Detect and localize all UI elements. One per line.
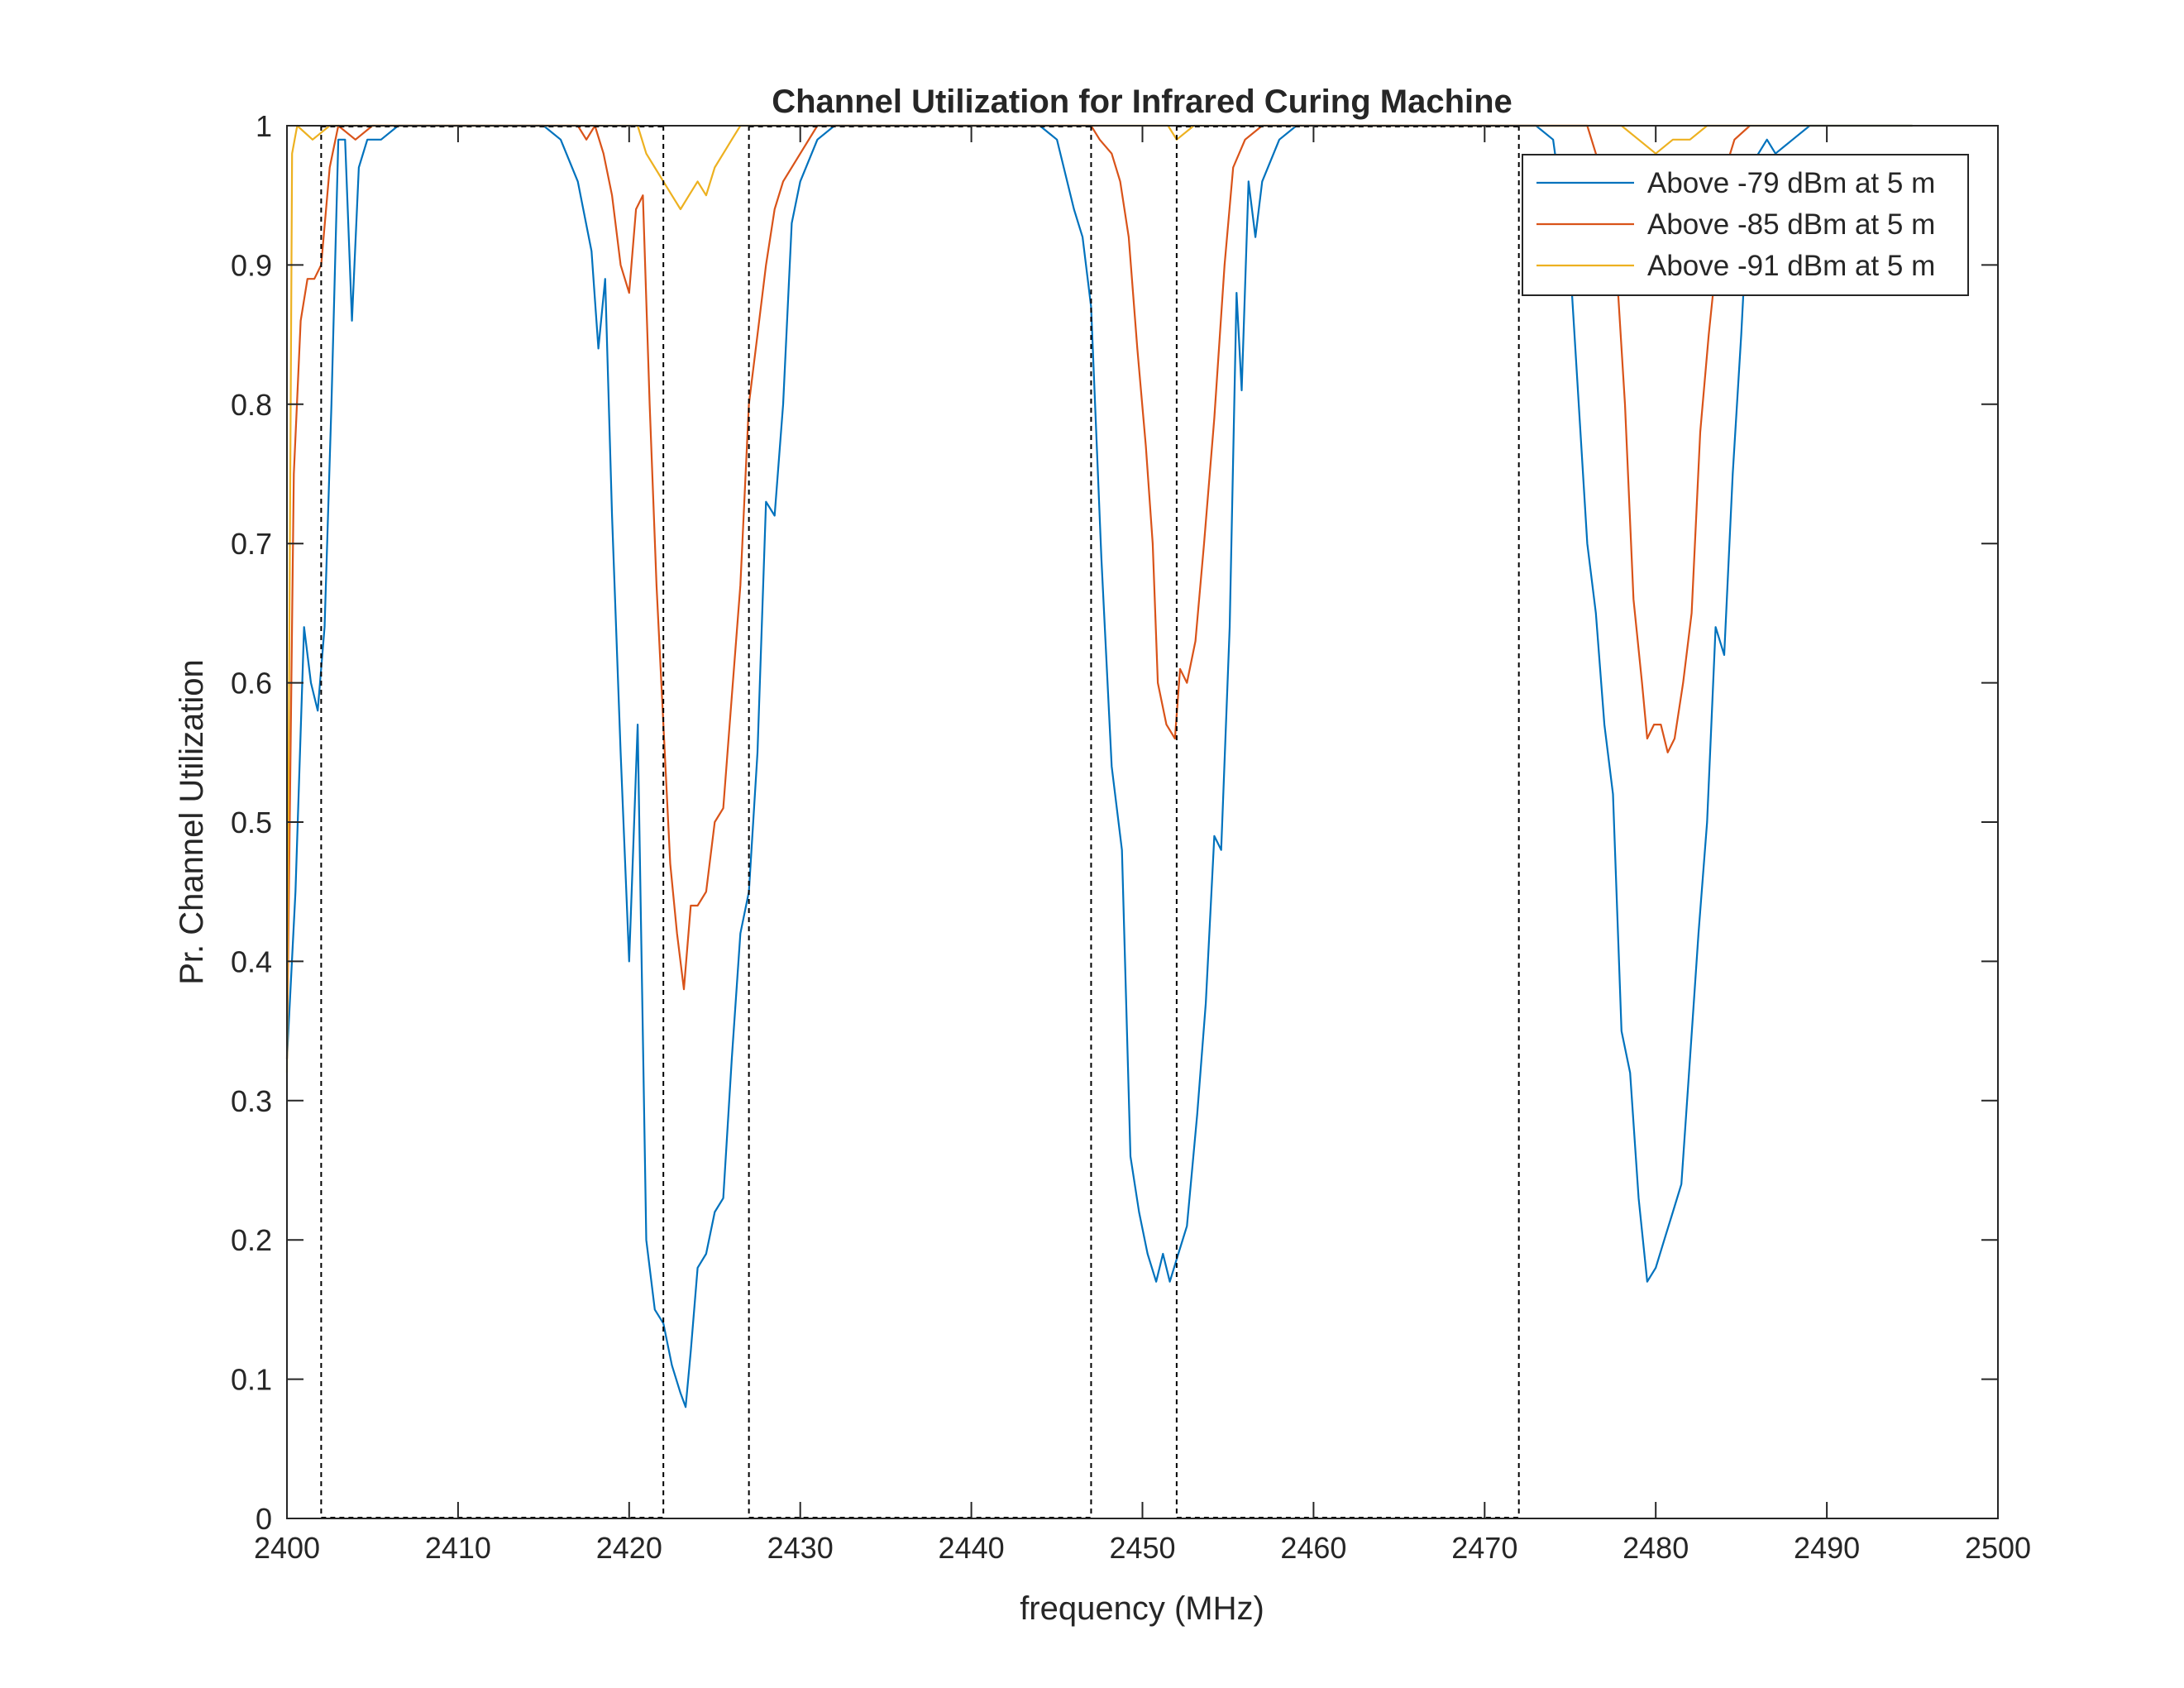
x-tick-label: 2480	[1622, 1531, 1689, 1565]
y-tick-label: 0.2	[231, 1223, 272, 1257]
legend-label-3: Above -91 dBm at 5 m	[1647, 250, 1935, 282]
y-tick-label: 0.3	[231, 1084, 272, 1118]
plot-background	[287, 126, 1998, 1518]
x-tick-label: 2500	[1965, 1531, 2031, 1565]
y-tick-label: 0.4	[231, 944, 272, 978]
y-tick-label: 0.5	[231, 806, 272, 839]
series-line-1	[285, 124, 1913, 1408]
y-tick-label: 0.6	[231, 667, 272, 701]
x-tick-label: 2430	[767, 1531, 834, 1565]
legend-label-2: Above -85 dBm at 5 m	[1647, 208, 1935, 241]
x-tick-label: 2450	[1109, 1531, 1175, 1565]
x-tick-label: 2410	[425, 1531, 491, 1565]
legend: Above -79 dBm at 5 m Above -85 dBm at 5 m…	[1522, 154, 1969, 296]
y-tick-label: 0	[256, 1502, 272, 1536]
x-tick-label: 2440	[939, 1531, 1005, 1565]
x-tick-label: 2470	[1451, 1531, 1517, 1565]
x-tick-label: 2460	[1280, 1531, 1346, 1565]
y-tick-label: 0.9	[231, 248, 272, 282]
y-axis-label: Pr. Channel Utilization	[174, 659, 210, 985]
chart-title: Channel Utilization for Infrared Curing …	[772, 84, 1513, 120]
x-tick-label: 2400	[254, 1531, 320, 1565]
y-tick-label: 0.8	[231, 388, 272, 422]
y-tick-label: 0.7	[231, 527, 272, 561]
legend-label-1: Above -79 dBm at 5 m	[1647, 167, 1935, 199]
x-axis-label: frequency (MHz)	[1020, 1590, 1264, 1627]
y-tick-label: 0.1	[231, 1363, 272, 1397]
axes: 2400 2410 2420 2430 2440 2450 2460 2470 2480 2490…	[231, 109, 2031, 1565]
x-tick-label: 2420	[596, 1531, 662, 1565]
x-tick-label: 2490	[1794, 1531, 1860, 1565]
y-tick-label: 1	[256, 109, 272, 143]
